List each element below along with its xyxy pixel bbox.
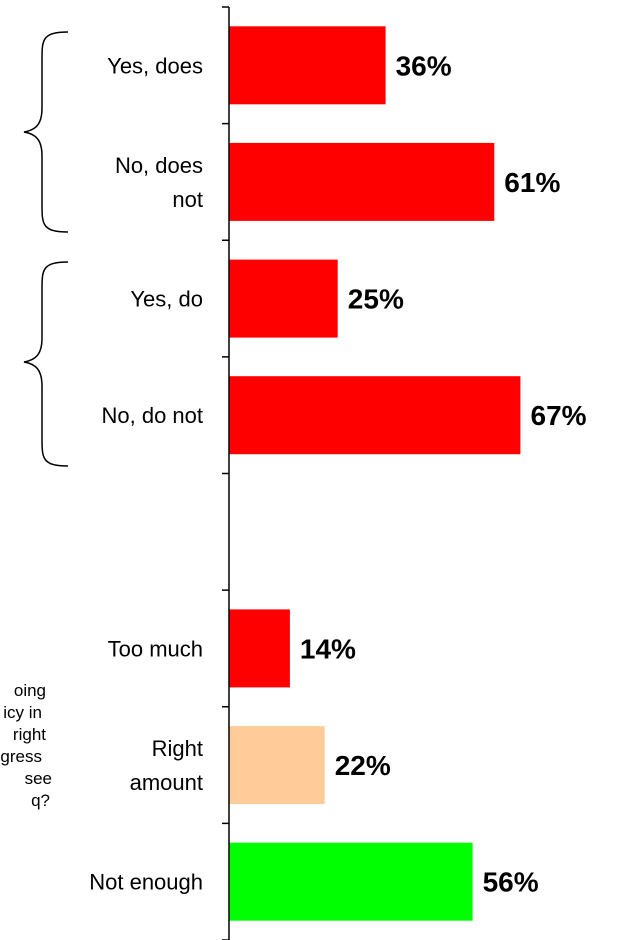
bar-yes-does [229,26,386,105]
category-axis [222,6,230,940]
value-label-yes-does: 36% [396,50,452,81]
value-label-right-amount: 22% [335,750,391,781]
bar-yes-do [229,259,338,338]
bar-too-much [229,609,290,688]
value-label-too-much: 14% [300,633,356,664]
category-label-no-do-not: No, do not [101,403,203,428]
value-label-no-do-not: 67% [531,400,587,431]
question-text: oing icy in right gress see q? [0,681,52,810]
category-label-yes-does: Yes, does [107,53,203,78]
category-labels: Yes, does No, does not Yes, do No, do not Too… [89,53,203,894]
value-labels: 36% 61% 25% 67% 14% 22% 56% [300,50,587,897]
bar-not-enough [229,842,473,921]
category-label-right-amount: Right amount [130,736,203,795]
category-label-not-enough: Not enough [89,870,203,895]
category-label-no-does-not: No, does not [115,153,203,212]
group-braces [23,31,69,467]
bar-right-amount [229,726,325,805]
value-label-yes-do: 25% [348,284,404,315]
bar-no-does-not [229,142,495,221]
brace-group-1 [23,31,69,233]
category-label-yes-do: Yes, do [130,287,203,312]
value-label-not-enough: 56% [483,867,539,898]
question-text-lines: oing icy in right gress see q? [0,681,52,810]
brace-group-2 [23,261,69,467]
category-label-too-much: Too much [108,636,203,661]
bar-no-do-not [229,376,521,455]
bars [229,26,521,921]
value-label-no-does-not: 61% [504,167,560,198]
